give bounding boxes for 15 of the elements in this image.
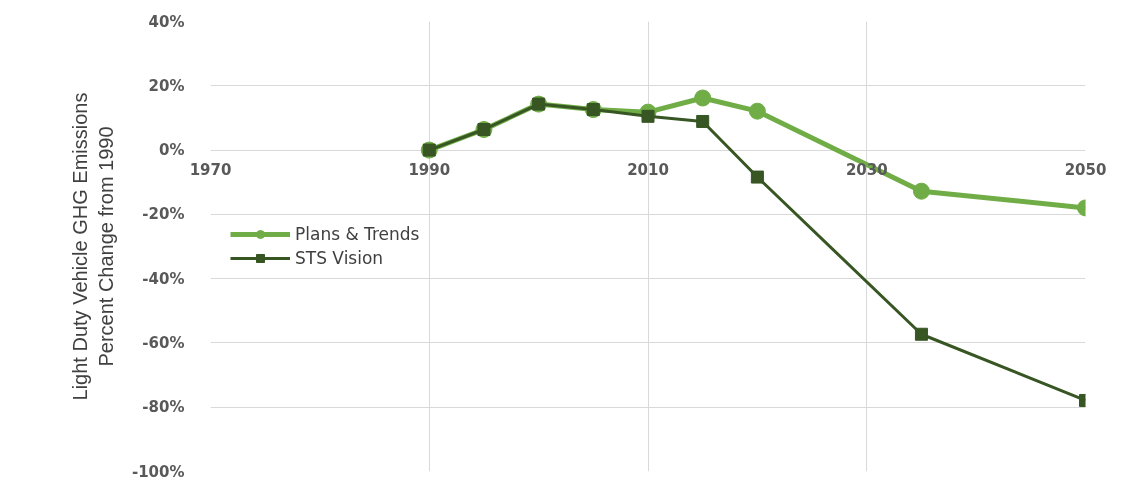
x-tick-label: 2010 <box>627 160 669 179</box>
legend-label: STS Vision <box>295 248 384 268</box>
y-tick-label: -60% <box>142 333 185 352</box>
y-axis-title: Light Duty Vehicle GHG Emissions Percent Change from 1990 <box>68 92 117 401</box>
y-tick-label: 20% <box>148 76 185 95</box>
legend-label: Plans & Trends <box>295 224 420 244</box>
y-tick-label: -100% <box>131 462 185 481</box>
y-tick-label: -20% <box>142 205 185 224</box>
x-tick-label: 2050 <box>1064 160 1107 179</box>
y-tick-label: 0% <box>159 141 185 160</box>
y-tick-label: -80% <box>142 398 185 417</box>
x-tick-label: 1970 <box>189 160 232 179</box>
x-tick-label: 1990 <box>408 160 451 179</box>
y-tick-label: -40% <box>142 269 185 288</box>
y-tick-label: 40% <box>148 12 185 31</box>
